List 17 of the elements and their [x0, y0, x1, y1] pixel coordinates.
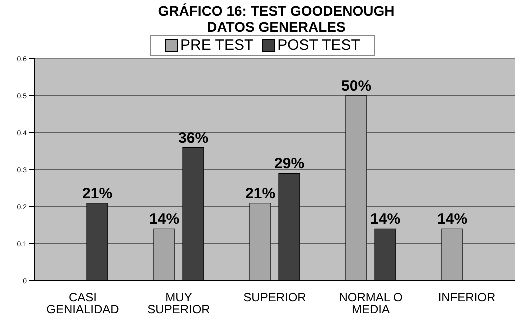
- data-label: 21%: [82, 185, 113, 202]
- data-label: 21%: [246, 185, 276, 202]
- x-tick-label: CASI GENIALIDAD: [46, 290, 120, 317]
- data-label: 29%: [274, 156, 305, 173]
- legend-label: POST TEST: [276, 37, 360, 54]
- data-label: 14%: [370, 211, 401, 228]
- data-label: 14%: [150, 211, 180, 228]
- x-tick-label: SUPERIOR: [244, 290, 307, 305]
- data-label: 50%: [342, 78, 372, 95]
- chart-title: GRÁFICO 16: TEST GOODENOUGH: [157, 3, 396, 19]
- legend-label: PRE TEST: [180, 37, 254, 54]
- data-label: 14%: [438, 211, 468, 228]
- chart-subtitle: DATOS GENERALES: [206, 19, 347, 35]
- x-tick-label: NORMAL O MEDIA: [339, 290, 403, 317]
- x-tick-label: INFERIOR: [438, 290, 496, 305]
- data-label: 36%: [178, 130, 209, 147]
- x-tick-label: MUY SUPERIOR: [148, 290, 211, 317]
